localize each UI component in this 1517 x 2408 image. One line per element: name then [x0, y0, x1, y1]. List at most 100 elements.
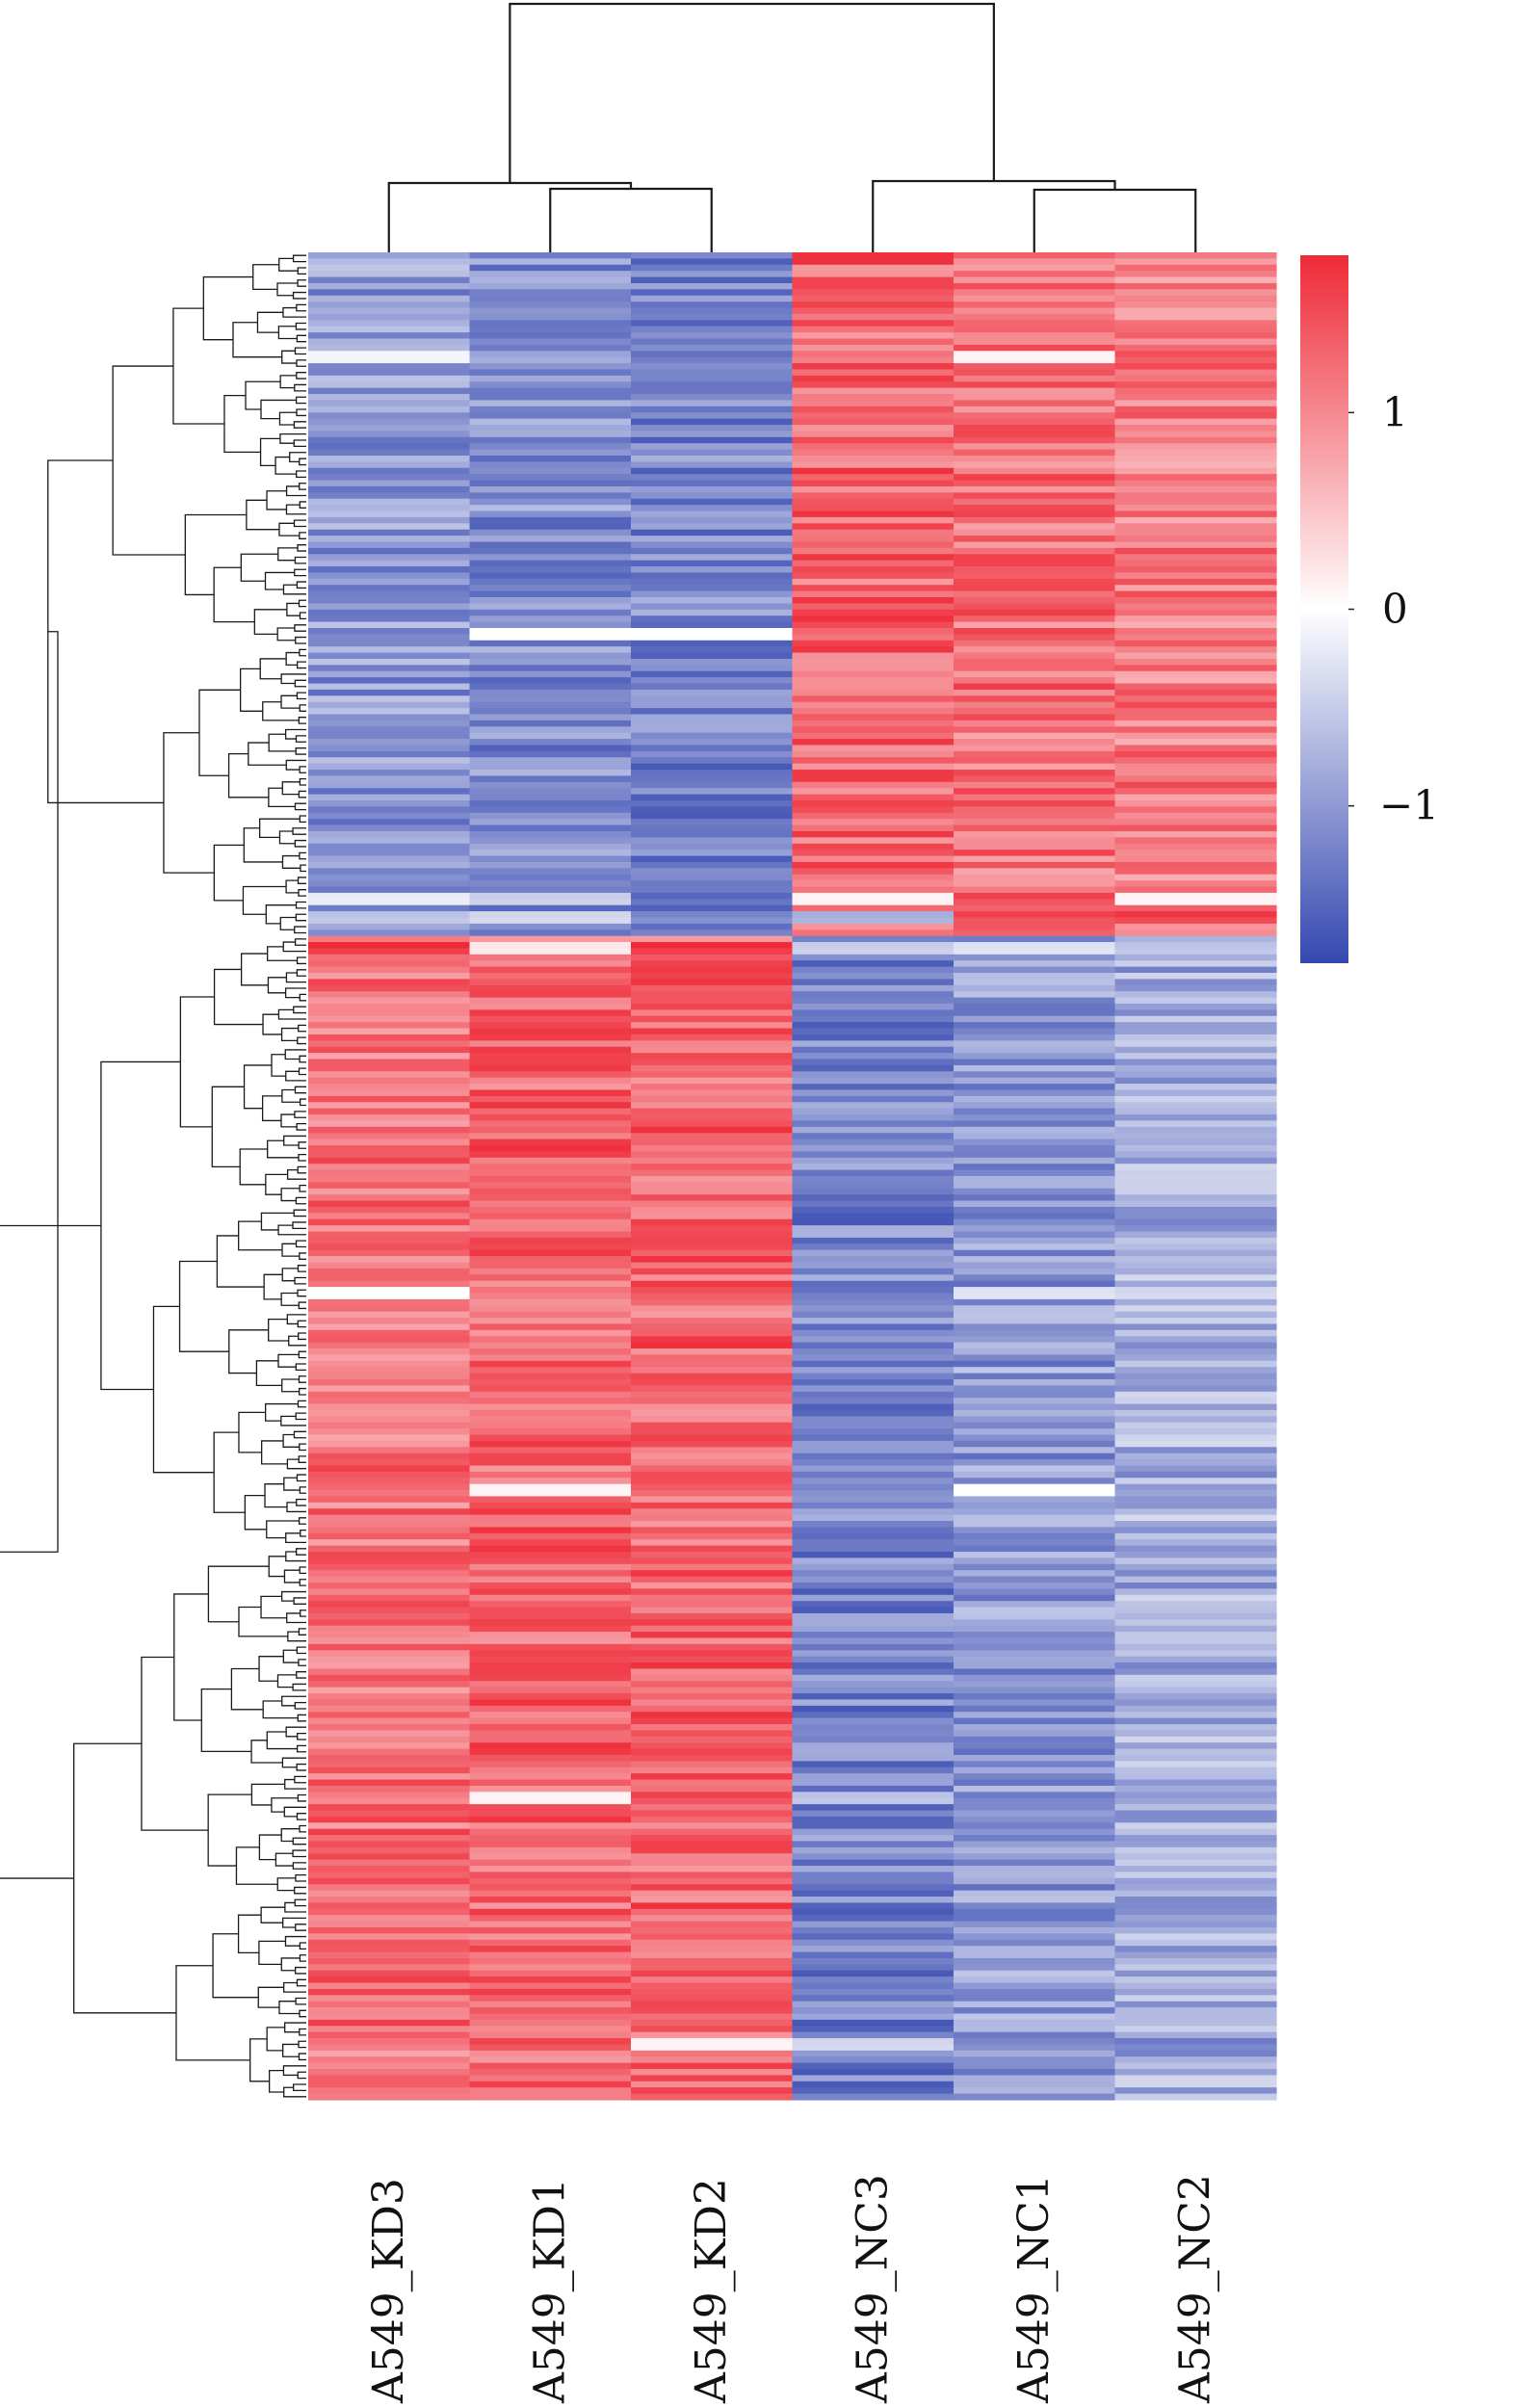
heatmap-cell — [631, 1742, 794, 1750]
heatmap-cell — [469, 750, 632, 758]
heatmap-cell — [469, 1612, 632, 1620]
heatmap-cell — [631, 1607, 794, 1614]
heatmap-cell — [631, 1298, 794, 1306]
heatmap-cell — [469, 1964, 632, 1972]
heatmap-cell — [792, 1946, 955, 1953]
heatmap-cell — [631, 1712, 794, 1719]
heatmap-cell — [792, 973, 955, 981]
heatmap-cell — [469, 658, 632, 666]
heatmap-cell — [792, 1527, 955, 1534]
heatmap-cell — [631, 258, 794, 266]
heatmap-cell — [954, 461, 1116, 469]
heatmap-cell — [954, 1508, 1116, 1516]
heatmap-cell — [954, 689, 1116, 696]
heatmap-cell — [631, 1588, 794, 1596]
heatmap-cell — [1114, 1502, 1277, 1509]
heatmap-cell — [792, 997, 955, 1005]
heatmap-cell — [1114, 732, 1277, 740]
row-dendro-branch — [295, 1997, 306, 2005]
row-dendro-branch — [298, 1375, 306, 1383]
heatmap-cell — [954, 892, 1116, 900]
heatmap-cell — [1114, 2069, 1277, 2077]
heatmap-cell — [308, 800, 471, 807]
heatmap-cell — [631, 1114, 794, 1122]
column-label: A549_KD3 — [364, 2178, 413, 2404]
heatmap-cell — [792, 1459, 955, 1467]
heatmap-cell — [1114, 1563, 1277, 1571]
heatmap-cell — [469, 1656, 632, 1663]
heatmap-cell — [1114, 837, 1277, 845]
row-dendro-branch — [282, 2065, 306, 2077]
row-dendro-branch — [281, 781, 301, 796]
heatmap-cell — [954, 634, 1116, 641]
heatmap-cell — [1114, 1459, 1277, 1467]
row-dendro-branch — [47, 459, 164, 804]
heatmap-cell — [631, 794, 794, 801]
heatmap-cell — [792, 1348, 955, 1355]
heatmap-cell — [1114, 1687, 1277, 1694]
row-dendro-branch — [259, 437, 280, 467]
heatmap-cell — [1114, 1194, 1277, 1202]
heatmap-cell — [954, 492, 1116, 500]
heatmap-cell — [1114, 264, 1277, 272]
heatmap-cell — [792, 923, 955, 930]
heatmap-cell — [1114, 1280, 1277, 1288]
heatmap-cell — [469, 566, 632, 574]
row-dendro-branch — [299, 815, 306, 824]
heatmap-cell — [1114, 2044, 1277, 2052]
heatmap-cell — [631, 1225, 794, 1233]
heatmap-cell — [469, 1305, 632, 1313]
heatmap-cell — [631, 1323, 794, 1331]
row-dendro-branch — [267, 977, 287, 994]
heatmap-cell — [469, 1274, 632, 1282]
heatmap-cell — [1114, 979, 1277, 986]
heatmap-cell — [631, 701, 794, 709]
heatmap-cell — [631, 1532, 794, 1540]
heatmap-cell — [631, 609, 794, 616]
heatmap-cell — [954, 2007, 1116, 2015]
heatmap-cell — [1114, 621, 1277, 629]
heatmap-cell — [469, 1422, 632, 1429]
heatmap-cell — [631, 1318, 794, 1325]
heatmap-cell — [631, 855, 794, 863]
heatmap-cell — [308, 1699, 471, 1707]
row-dendro-branch — [292, 1837, 306, 1845]
row-dendro-branch — [297, 661, 306, 669]
heatmap-cell — [792, 455, 955, 462]
heatmap-cell — [954, 2019, 1116, 2027]
row-dendro-branch — [299, 1579, 306, 1586]
heatmap-cell — [1114, 2075, 1277, 2082]
heatmap-cell — [954, 1637, 1116, 1645]
heatmap-cell — [469, 271, 632, 278]
row-dendro-branch — [213, 844, 245, 902]
heatmap-cell — [469, 1373, 632, 1380]
row-dendro-branch — [295, 322, 306, 330]
heatmap-cell — [1114, 1015, 1277, 1023]
heatmap-cell — [1114, 1268, 1277, 1275]
heatmap-cell — [1114, 1329, 1277, 1337]
row-dendro-branch — [284, 2022, 306, 2033]
heatmap-cell — [1114, 1970, 1277, 1977]
row-dendro-branch — [299, 501, 306, 509]
heatmap-cell — [792, 425, 955, 432]
heatmap-cell — [954, 824, 1116, 832]
heatmap-cell — [469, 1108, 632, 1115]
heatmap-cell — [792, 1120, 955, 1128]
heatmap-cell — [469, 1551, 632, 1558]
heatmap-cell — [631, 301, 794, 309]
row-dendro-branch — [299, 1954, 306, 1962]
heatmap-cell — [308, 652, 471, 660]
heatmap-cell — [954, 1995, 1116, 2002]
heatmap-cell — [1114, 1588, 1277, 1596]
row-dendro-branch — [299, 483, 306, 490]
heatmap-cell — [792, 1964, 955, 1972]
heatmap-cell — [469, 819, 632, 826]
heatmap-cell — [1114, 886, 1277, 894]
heatmap-cell — [308, 1619, 471, 1627]
heatmap-cell — [308, 1249, 471, 1257]
heatmap-cell — [631, 1508, 794, 1516]
heatmap-cell — [469, 1440, 632, 1448]
row-dendro-branch — [262, 1013, 282, 1035]
heatmap-cell — [469, 529, 632, 537]
heatmap-cell — [631, 1761, 794, 1768]
